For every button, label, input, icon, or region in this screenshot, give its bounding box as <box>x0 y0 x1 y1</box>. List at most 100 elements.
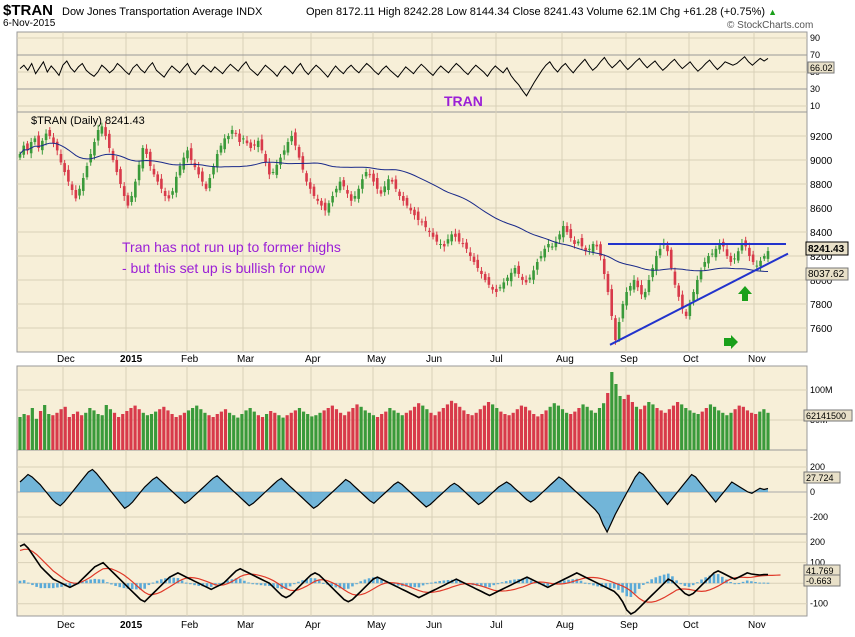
price-candle <box>282 150 286 155</box>
volume-bar <box>585 406 589 450</box>
volume-bar <box>717 410 721 450</box>
volume-bar <box>186 410 191 450</box>
price-candle <box>740 244 744 251</box>
macd-histogram-bar <box>214 583 217 585</box>
macd-histogram-bar <box>637 583 641 589</box>
macd-histogram-bar <box>255 583 259 585</box>
x-tick-label: Feb <box>181 354 199 365</box>
macd-histogram-bar <box>259 583 263 586</box>
price-candle <box>85 166 89 178</box>
quote-text: Open 8172.11 High 8242.28 Low 8144.34 Cl… <box>306 6 766 18</box>
macd-histogram-bar <box>558 581 562 584</box>
price-candle <box>748 247 751 256</box>
volume-bar <box>219 411 223 450</box>
macd-histogram-bar <box>238 578 242 584</box>
rsi-tick-label: 70 <box>810 50 820 60</box>
price-candle <box>413 209 416 216</box>
price-candle <box>707 256 710 264</box>
volume-bar <box>421 405 425 450</box>
price-candle <box>249 142 253 148</box>
macd-histogram-bar <box>434 581 437 584</box>
macd-histogram-bar <box>496 583 500 585</box>
macd-histogram-bar <box>139 583 142 590</box>
macd-histogram-bar <box>180 580 184 584</box>
volume-bar <box>441 408 445 450</box>
volume-bar <box>26 415 30 450</box>
price-candle <box>104 127 107 136</box>
price-candle <box>26 143 29 151</box>
macd-tick-label: 200 <box>810 537 825 547</box>
macd-histogram-bar <box>193 583 196 586</box>
volume-bar <box>466 414 470 450</box>
price-candle <box>517 265 520 274</box>
price-candle <box>588 248 591 250</box>
volume-bar <box>680 404 684 450</box>
macd-histogram-bar <box>687 583 691 587</box>
cci-area <box>20 469 768 532</box>
volume-bar <box>252 411 256 450</box>
volume-bar <box>264 414 269 450</box>
x-tick-label: Feb <box>181 620 199 631</box>
volume-layer <box>18 372 770 450</box>
macd-histogram-bar <box>563 580 566 584</box>
macd-histogram-bar <box>646 581 649 584</box>
volume-bar <box>499 411 503 450</box>
volume-bar <box>92 410 96 450</box>
price-candle <box>256 140 260 148</box>
volume-bar <box>721 412 725 450</box>
volume-bar <box>614 384 618 450</box>
volume-bar <box>766 412 770 450</box>
volume-bar <box>618 396 622 450</box>
rsi-tick-label: 30 <box>810 84 820 94</box>
volume-bar <box>482 405 487 450</box>
volume-bar <box>659 410 663 450</box>
price-candle <box>398 191 401 196</box>
volume-bar <box>117 417 121 450</box>
price-tick-label: 8800 <box>810 180 833 191</box>
x-tick-label: Jul <box>490 620 503 631</box>
macd-histogram-bar <box>205 583 209 587</box>
price-candle <box>268 163 271 175</box>
macd-histogram-bar <box>733 583 737 585</box>
price-candle <box>498 287 502 289</box>
volume-bar <box>43 405 47 450</box>
price-candle <box>383 186 386 193</box>
volume-bar <box>170 414 174 450</box>
macd-histogram-bar <box>47 583 51 589</box>
price-candle <box>677 285 680 297</box>
macd-histogram-bar <box>189 583 192 585</box>
volume-bar <box>96 414 100 450</box>
price-candle <box>335 188 338 193</box>
volume-bar <box>30 408 34 450</box>
macd-histogram-bar <box>330 583 333 587</box>
price-candle <box>227 136 230 140</box>
volume-bar <box>392 410 396 450</box>
price-candle <box>629 286 632 291</box>
price-candle <box>275 164 279 175</box>
price-candle <box>405 197 409 206</box>
price-candle <box>96 130 100 141</box>
volume-bar <box>544 410 548 450</box>
price-candle <box>681 294 684 309</box>
volume-bar <box>236 417 240 450</box>
volume-bar <box>647 402 651 450</box>
chart-name: Dow Jones Transportation Average INDX <box>62 6 263 18</box>
price-candle <box>290 136 293 142</box>
price-candle <box>416 211 420 220</box>
price-candle <box>323 202 327 211</box>
macd-value-label-1: 41.769 <box>806 566 834 576</box>
volume-bar <box>626 394 630 450</box>
price-tick-label: 7800 <box>810 300 833 311</box>
macd-tick-label: 100 <box>810 558 825 568</box>
macd-histogram-bar <box>97 579 101 584</box>
x-tick-label: Nov <box>748 620 766 631</box>
macd-histogram-bar <box>409 583 412 587</box>
price-candle <box>167 195 171 199</box>
volume-bar <box>306 414 310 450</box>
macd-histogram-bar <box>176 578 180 584</box>
price-candle <box>55 141 59 151</box>
price-candle <box>234 132 238 134</box>
x-tick-label: Mar <box>237 354 255 365</box>
macd-histogram-bar <box>27 582 30 584</box>
volume-bar <box>643 405 647 450</box>
